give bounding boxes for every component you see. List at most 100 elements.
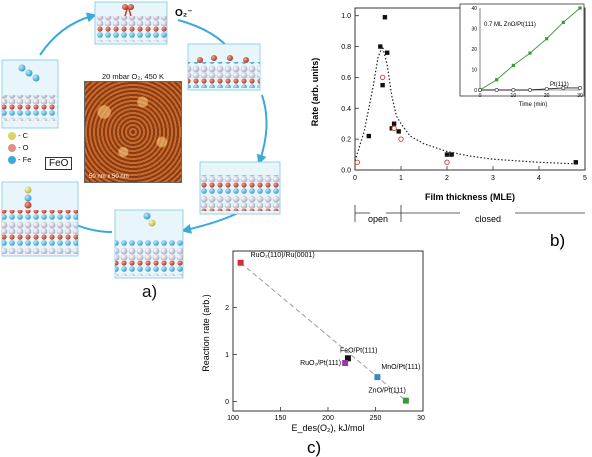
inset-point	[561, 86, 566, 90]
slab-step-5	[114, 209, 184, 279]
point-label: RuO₂(110)/Ru(0001)	[251, 252, 315, 259]
data-point-circle	[391, 125, 397, 131]
trend-line	[240, 262, 407, 402]
stm-caption: 20 mbar O₂, 450 K	[101, 72, 165, 81]
plot-c-points: RuO₂(110)/Ru(0001) FeO/Pt(111) RuO₂/Pt(111…	[237, 252, 420, 404]
legend-c: - C	[8, 130, 31, 142]
x-tick-label: 2	[445, 175, 449, 182]
o2-label: O₂⁻	[175, 8, 193, 19]
slab-step-1	[1, 59, 59, 129]
inset-y-tick-label: 10	[471, 68, 477, 74]
data-point-square	[378, 44, 383, 49]
y-tick-label: 1.0	[341, 13, 351, 20]
plot-c-ylabel: Reaction rate (arb.)	[201, 294, 211, 372]
inset-x-tick-label: 10	[511, 93, 517, 99]
data-point-square	[391, 121, 397, 126]
slab-step-3	[187, 43, 261, 91]
data-point-circle	[444, 159, 450, 165]
panel-c-label: c)	[307, 438, 321, 457]
region-closed: closed	[475, 214, 501, 224]
x-tick-label: 150	[275, 415, 287, 422]
x-tick-label: 1	[399, 175, 403, 182]
panel-b-label: b)	[550, 231, 565, 250]
data-point	[374, 374, 381, 381]
data-point	[342, 360, 349, 366]
stm-scale-label: 50 nm x 50 nm	[89, 174, 129, 180]
inset-x-tick-label: 30	[577, 93, 583, 99]
inset-label-pt: Pt(111)	[550, 82, 569, 88]
inset-point	[544, 87, 549, 91]
point-label: MnO/Pt(111)	[381, 364, 420, 371]
x-tick-label: 0	[353, 175, 357, 182]
inset-y-tick-label: 20	[471, 47, 477, 53]
inset-y-tick-label: 30	[471, 27, 477, 33]
feo-box: FeO	[45, 157, 73, 170]
inset-y-tick-label: 40	[471, 6, 477, 12]
atom-legend: - C - O - Fe	[8, 130, 31, 166]
inset-point	[578, 6, 582, 10]
inset-y-tick-label: 0	[474, 88, 477, 94]
inset-point	[528, 88, 532, 92]
plot-c-trend	[240, 262, 407, 402]
catalytic-cycle-diagram: O₂⁻	[1, 1, 281, 279]
region-markers	[354, 205, 585, 222]
data-point-square	[573, 160, 578, 165]
y-tick-label: 0.2	[341, 137, 351, 144]
plot-b-fit-curve	[354, 44, 576, 165]
x-tick-label: 300	[417, 415, 425, 422]
data-point-circle	[354, 159, 360, 165]
point-label: RuO₂/Pt(111)	[300, 360, 341, 367]
inset-point	[511, 88, 516, 92]
region-open: open	[368, 214, 388, 224]
plot-b-ticks: 0 1 2 3 4 5 0.0 0.2 0.4 0.6 0.8 1.0	[341, 13, 587, 182]
x-tick-label: 100	[227, 415, 239, 422]
legend-o: - O	[8, 142, 31, 154]
point-label: FeO/Pt(111)	[340, 347, 377, 354]
slab-step-4	[199, 161, 281, 215]
stm-image: 50 nm x 50 nm	[84, 81, 182, 183]
data-point-square	[444, 152, 450, 157]
inset-x-tick-label: 20	[544, 93, 550, 99]
y-tick-label: 1	[225, 352, 229, 359]
inset-frame	[459, 3, 585, 97]
data-point-square	[380, 82, 385, 88]
inset-point	[478, 88, 482, 92]
x-tick-label: 250	[370, 415, 382, 422]
inset-point	[545, 37, 549, 41]
data-point-square	[396, 129, 401, 134]
y-tick-label: 2	[225, 305, 229, 312]
panel-a-label: a)	[142, 282, 158, 301]
x-tick-label: 200	[322, 415, 334, 422]
slab-step-6	[1, 181, 79, 257]
plot-b-ylabel: Rate (arb. units)	[310, 58, 320, 127]
inset-axes: 0 10 20 30 0 10 20 30 40	[471, 6, 583, 99]
y-tick-label: 0.0	[341, 168, 351, 175]
inset-point	[511, 63, 515, 67]
panel-c-chart: 100 150 200 250 300 0 1 2 RuO₂(110)/Ru(0001) FeO…	[201, 250, 425, 457]
data-point-square	[449, 152, 454, 157]
data-point-circle	[379, 74, 386, 81]
point-label: ZnO/Pt(111)	[368, 388, 405, 395]
inset-point	[494, 88, 499, 92]
inset-x-tick-label: 0	[479, 93, 482, 99]
x-tick-label: 3	[491, 175, 495, 182]
data-point-square	[366, 133, 371, 139]
legend-fe: - Fe	[8, 154, 31, 166]
inset-series	[478, 6, 582, 92]
plot-b-points	[354, 15, 578, 165]
slab-step-2	[94, 1, 168, 45]
data-point-circle	[398, 136, 404, 142]
inset-point	[495, 78, 499, 82]
y-tick-label: 0.8	[341, 44, 351, 51]
data-point	[344, 355, 351, 362]
data-point	[237, 259, 244, 266]
inset-xlabel: Time (min)	[519, 102, 547, 108]
data-point	[402, 397, 409, 404]
x-tick-label: 5	[583, 175, 587, 182]
inset-label-zno: 0.7 ML ZnO/Pt(111)	[484, 22, 536, 28]
plot-c-xlabel: E_des(O₂), kJ/mol	[291, 423, 364, 433]
x-tick-label: 4	[537, 175, 541, 182]
y-tick-label: 0.4	[341, 106, 351, 113]
y-tick-label: 0.6	[341, 75, 351, 82]
plot-b-xlabel: Film thickness (MLE)	[425, 192, 515, 202]
